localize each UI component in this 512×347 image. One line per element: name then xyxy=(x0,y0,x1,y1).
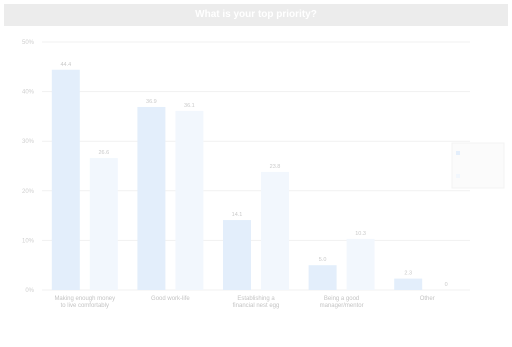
legend-box xyxy=(451,142,505,189)
y-tick-label: 0% xyxy=(25,288,34,294)
data-label-a: 5.0 xyxy=(319,257,327,263)
data-label-b: 26.6 xyxy=(98,150,109,156)
y-tick-label: 50% xyxy=(22,40,35,46)
data-label-a: 44.4 xyxy=(60,62,71,68)
bar-series-a xyxy=(308,265,337,290)
bar-series-a xyxy=(223,220,251,290)
bar-series-a xyxy=(51,69,80,290)
bar-series-a xyxy=(137,106,166,290)
bar-series-b xyxy=(346,238,375,290)
x-tick-label: Other xyxy=(420,296,435,302)
bar-series-a xyxy=(394,278,423,290)
y-tick-label: 40% xyxy=(22,90,35,96)
x-tick-label: Being a good manager/mentor xyxy=(320,296,364,309)
y-tick-label: 30% xyxy=(22,139,35,145)
y-tick-label: 20% xyxy=(22,189,35,195)
x-tick-label: Establishing a financial nest egg xyxy=(233,296,280,309)
data-label-b: 23.8 xyxy=(270,164,281,170)
bar-series-b xyxy=(261,171,289,290)
data-label-b: 36.1 xyxy=(184,103,195,109)
data-label-b: 0 xyxy=(445,282,448,288)
legend-swatch-b xyxy=(456,174,460,178)
x-tick-label: Making enough money to live comfortably xyxy=(54,296,115,309)
data-label-a: 36.9 xyxy=(146,99,157,105)
data-label-a: 2.3 xyxy=(404,271,412,277)
x-tick-label: Good work-life xyxy=(151,296,190,302)
data-label-b: 10.3 xyxy=(355,231,366,237)
title-bar: What is your top priority? xyxy=(4,4,508,26)
bar-series-b xyxy=(175,110,204,290)
chart-title: What is your top priority? xyxy=(195,9,317,20)
bar-series-b xyxy=(89,158,118,290)
legend-swatch-a xyxy=(456,151,460,155)
y-tick-label: 10% xyxy=(22,238,35,244)
data-label-a: 14.1 xyxy=(232,212,243,218)
